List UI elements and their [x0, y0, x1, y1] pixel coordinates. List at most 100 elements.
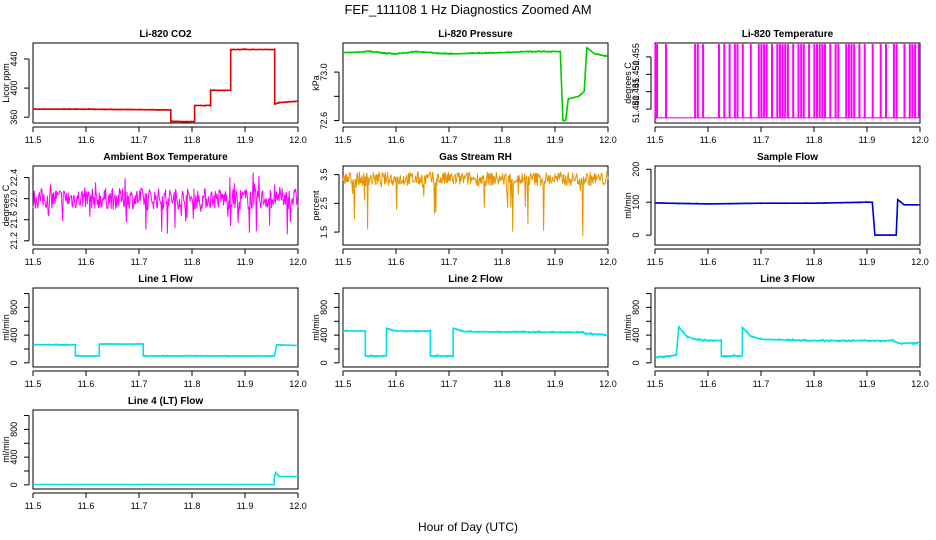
x-tick-label: 11.7	[441, 379, 458, 389]
y-tick-label: 51.450	[631, 61, 641, 89]
panel-4: Gas Stream RH 11.5 11.6 11.7 11.8 11.9 12.0 1.5…	[311, 152, 617, 267]
y-axis: 21.2 21.6 22.0 22.4	[9, 169, 30, 250]
x-tick-label: 11.6	[700, 257, 717, 267]
x-tick-label: 11.9	[859, 379, 876, 389]
y-tick-label: 800	[319, 300, 329, 315]
y-tick-label: 0	[631, 233, 641, 238]
y-tick-label: 400	[9, 81, 19, 96]
x-tick-label: 11.8	[184, 135, 201, 145]
x-axis: 11.5 11.6 11.7 11.8 11.9 12.0	[335, 370, 617, 389]
panel-0: Li-820 CO2 11.5 11.6 11.7 11.8 11.9 12.0 360 400…	[1, 29, 307, 145]
series-line	[342, 170, 609, 237]
plot-frame	[342, 287, 609, 368]
y-axis: 72.6 73.0	[319, 63, 340, 130]
x-tick-label: 11.7	[131, 379, 148, 389]
y-axis: 0 400 800	[9, 293, 30, 365]
panel-title: Gas Stream RH	[439, 152, 512, 163]
x-axis: 11.5 11.6 11.7 11.8 11.9 12.0	[335, 126, 617, 145]
y-tick-label: 0	[631, 360, 641, 365]
x-axis: 11.5 11.6 11.7 11.8 11.9 12.0	[25, 370, 307, 389]
x-tick-label: 11.9	[859, 135, 876, 145]
y-tick-label: 400	[319, 328, 329, 343]
panel-8: Line 3 Flow 11.5 11.6 11.7 11.8 11.9 12.0 0 400 8…	[623, 274, 929, 389]
y-axis-label: ml/min	[1, 314, 11, 341]
plot-frame	[32, 287, 299, 368]
y-tick-label: 0	[9, 482, 19, 487]
x-tick-label: 12.0	[911, 379, 929, 389]
x-tick-label: 11.8	[494, 135, 511, 145]
y-tick-label: 22.4	[9, 169, 19, 187]
panel-title: Li-820 Pressure	[438, 29, 513, 40]
x-tick-label: 11.9	[547, 257, 564, 267]
x-axis: 11.5 11.6 11.7 11.8 11.9 12.0	[647, 126, 929, 145]
panel-title: Line 4 (LT) Flow	[128, 396, 204, 407]
x-tick-label: 11.7	[131, 135, 148, 145]
y-tick-label: 360	[9, 110, 19, 125]
series-line	[654, 197, 920, 236]
y-tick-label: 72.6	[319, 112, 329, 130]
x-tick-label: 12.0	[599, 135, 617, 145]
x-tick-label: 11.9	[237, 135, 254, 145]
series-noise	[32, 342, 299, 358]
series-noise	[32, 47, 299, 124]
panel-title: Sample Flow	[757, 152, 818, 163]
x-tick-label: 11.6	[388, 135, 405, 145]
y-tick-label: 73.0	[319, 63, 329, 81]
y-tick-label: 400	[9, 328, 19, 343]
x-tick-label: 11.6	[78, 501, 95, 511]
x-tick-label: 11.9	[237, 379, 254, 389]
plot-frame	[32, 42, 299, 124]
plot-frame	[32, 409, 299, 490]
plot-frame	[342, 42, 609, 124]
y-tick-label: 21.6	[9, 211, 19, 229]
y-tick-label: 800	[631, 300, 641, 315]
x-tick-label: 11.5	[647, 257, 664, 267]
x-tick-label: 11.7	[131, 257, 148, 267]
x-tick-label: 12.0	[289, 379, 307, 389]
x-tick-label: 11.7	[131, 501, 148, 511]
y-tick-label: 51.440	[631, 95, 641, 123]
y-tick-label: 21.2	[9, 232, 19, 250]
x-tick-label: 11.5	[25, 257, 42, 267]
x-tick-label: 11.5	[25, 135, 42, 145]
series-noise	[343, 47, 609, 121]
y-axis: 0 100 200	[631, 162, 652, 238]
x-tick-label: 11.9	[547, 379, 564, 389]
y-tick-label: 800	[9, 300, 19, 315]
x-axis: 11.5 11.6 11.7 11.8 11.9 12.0	[25, 492, 307, 511]
y-tick-label: 400	[631, 328, 641, 343]
y-tick-label: 800	[9, 422, 19, 437]
x-tick-label: 11.7	[441, 135, 458, 145]
y-axis-label: degrees C	[1, 184, 11, 226]
y-tick-label: 0	[9, 360, 19, 365]
x-axis: 11.5 11.6 11.7 11.8 11.9 12.0	[647, 248, 929, 267]
x-tick-label: 11.6	[700, 379, 717, 389]
y-axis-label: ml/min	[623, 192, 633, 219]
y-tick-label: 200	[631, 162, 641, 177]
y-tick-label: 100	[631, 195, 641, 210]
y-axis-label: percent	[311, 190, 321, 221]
panel-2: Li-820 Temperature 11.5 11.6 11.7 11.8 11.9 12…	[623, 29, 929, 145]
plot-frame	[654, 165, 921, 246]
x-tick-label: 11.5	[335, 257, 352, 267]
x-tick-label: 12.0	[289, 257, 307, 267]
x-tick-label: 11.8	[494, 379, 511, 389]
y-axis: 0 400 800	[631, 293, 652, 365]
y-tick-label: 22.0	[9, 190, 19, 208]
panel-title: Li-820 Temperature	[742, 29, 834, 40]
x-tick-label: 11.8	[184, 257, 201, 267]
y-axis-label: ml/min	[311, 314, 321, 341]
x-axis: 11.5 11.6 11.7 11.8 11.9 12.0	[335, 248, 617, 267]
panel-title: Line 3 Flow	[760, 274, 815, 285]
y-tick-label: 440	[9, 51, 19, 66]
panel-6: Line 1 Flow 11.5 11.6 11.7 11.8 11.9 12.0 0 400 8…	[1, 274, 307, 389]
panel-9: Line 4 (LT) Flow 11.5 11.6 11.7 11.8 11.9 12.0…	[1, 396, 307, 511]
x-tick-label: 11.8	[806, 379, 823, 389]
panel-7: Line 2 Flow 11.5 11.6 11.7 11.8 11.9 12.0 0 400 8…	[311, 274, 617, 389]
y-tick-label: 2.5	[319, 197, 329, 210]
series-line	[32, 172, 299, 235]
plot-frame	[342, 165, 609, 246]
series-noise	[654, 199, 921, 237]
